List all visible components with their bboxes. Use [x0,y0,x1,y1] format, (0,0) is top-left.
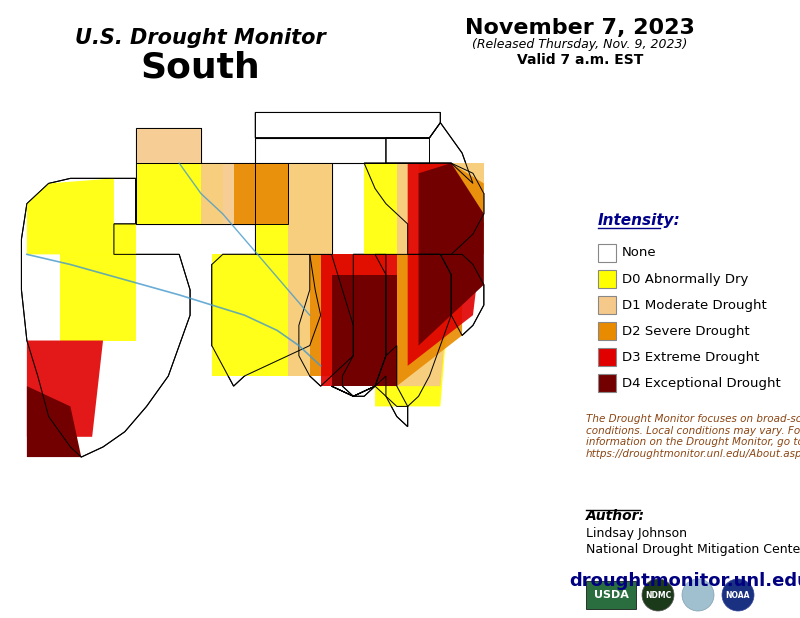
Text: The Drought Monitor focuses on broad-scale
conditions. Local conditions may vary: The Drought Monitor focuses on broad-sca… [586,414,800,459]
Bar [598,270,616,288]
Bar [598,244,616,262]
Polygon shape [375,255,451,407]
Text: NOAA: NOAA [726,591,750,599]
Text: Lindsay Johnson: Lindsay Johnson [586,527,687,540]
Circle shape [642,579,674,611]
Text: D2 Severe Drought: D2 Severe Drought [622,324,750,337]
Text: D0 Abnormally Dry: D0 Abnormally Dry [622,273,748,286]
Polygon shape [136,128,201,163]
Bar [598,348,616,366]
Polygon shape [234,163,288,224]
Text: Author:: Author: [586,509,645,523]
Circle shape [682,579,714,611]
Polygon shape [22,179,190,457]
Bar [598,374,616,392]
Polygon shape [310,255,386,376]
Polygon shape [288,255,354,376]
Polygon shape [331,345,408,426]
Text: National Drought Mitigation Center: National Drought Mitigation Center [586,543,800,556]
Text: D3 Extreme Drought: D3 Extreme Drought [622,350,759,363]
Polygon shape [418,255,484,336]
Text: Intensity:: Intensity: [598,213,681,228]
Text: D1 Moderate Drought: D1 Moderate Drought [622,298,766,311]
Polygon shape [418,163,484,345]
Bar [598,322,616,340]
Polygon shape [212,255,310,376]
Polygon shape [364,163,484,255]
Text: November 7, 2023: November 7, 2023 [465,18,695,38]
Polygon shape [27,179,114,255]
Text: None: None [622,247,657,260]
Polygon shape [364,163,484,255]
Circle shape [722,579,754,611]
Polygon shape [136,163,222,224]
Polygon shape [201,163,288,224]
Polygon shape [255,138,430,163]
Polygon shape [255,112,440,138]
Polygon shape [255,163,331,255]
Polygon shape [397,255,462,386]
Polygon shape [299,255,354,386]
Polygon shape [255,163,331,255]
Text: D4 Exceptional Drought: D4 Exceptional Drought [622,376,781,389]
Polygon shape [386,255,451,386]
Polygon shape [375,255,451,407]
Text: USDA: USDA [594,590,629,600]
Text: (Released Thursday, Nov. 9, 2023): (Released Thursday, Nov. 9, 2023) [472,38,688,51]
Bar [586,581,636,609]
Text: droughtmonitor.unl.edu: droughtmonitor.unl.edu [570,572,800,590]
Polygon shape [418,163,484,255]
Polygon shape [331,274,397,386]
Text: Valid 7 a.m. EST: Valid 7 a.m. EST [517,53,643,67]
Bar [598,296,616,314]
Polygon shape [136,128,201,163]
Text: U.S. Drought Monitor: U.S. Drought Monitor [74,28,326,48]
Polygon shape [397,163,484,255]
Text: NDMC: NDMC [645,591,671,599]
Polygon shape [212,255,321,386]
Polygon shape [136,163,288,224]
Polygon shape [27,386,82,457]
Polygon shape [27,341,103,437]
Polygon shape [114,224,136,255]
Polygon shape [342,255,386,386]
Polygon shape [321,255,397,386]
Polygon shape [342,255,386,396]
Polygon shape [386,122,473,184]
Polygon shape [59,255,136,341]
Polygon shape [288,163,331,255]
Polygon shape [408,163,484,366]
Text: South: South [140,50,260,84]
